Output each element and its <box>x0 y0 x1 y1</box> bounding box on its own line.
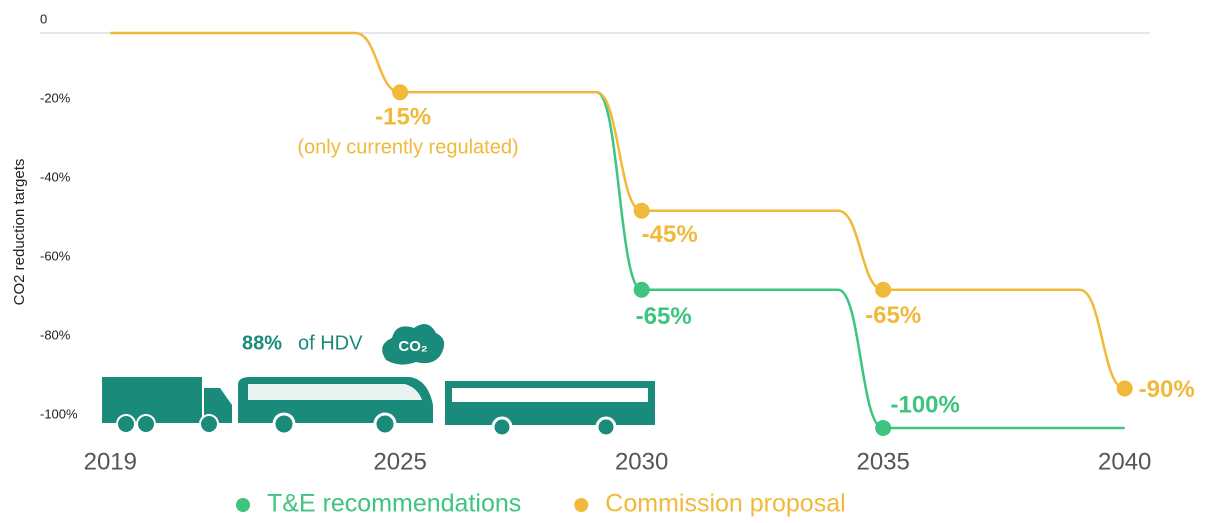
y-tick-label: -80% <box>40 327 71 342</box>
annotation: (only currently regulated) <box>297 136 518 158</box>
data-label: -100% <box>890 391 959 418</box>
cloud-label: CO₂ <box>398 338 427 355</box>
data-label: -65% <box>636 303 692 330</box>
wheel <box>373 412 397 436</box>
y-axis-label: CO2 reduction targets <box>11 159 28 306</box>
coach-window <box>248 384 422 400</box>
data-label: -90% <box>1139 376 1195 403</box>
y-tick-label: -20% <box>40 90 71 105</box>
truck-box <box>102 377 202 423</box>
annotation: of HDV <box>298 332 363 354</box>
point <box>633 202 650 219</box>
data-label: -45% <box>642 221 698 248</box>
legend-label: T&E recommendations <box>267 490 521 518</box>
x-tick-label: 2035 <box>856 448 909 475</box>
wheel <box>136 414 156 434</box>
wheel <box>272 412 296 436</box>
wheel <box>116 414 136 434</box>
wheel <box>199 414 219 434</box>
x-tick-label: 2030 <box>615 448 668 475</box>
x-tick-label: 2019 <box>84 448 137 475</box>
bus-window <box>452 388 648 402</box>
legend-swatch <box>574 498 589 512</box>
y-tick-label: -40% <box>40 169 71 184</box>
y-tick-label: 0 <box>40 11 47 26</box>
x-tick-label: 2040 <box>1098 448 1151 475</box>
annotation: 88% <box>242 332 282 354</box>
data-label: -15% <box>375 104 431 131</box>
y-tick-label: -60% <box>40 248 71 263</box>
vehicle-icons <box>102 324 655 438</box>
data-label: -65% <box>865 302 921 329</box>
cloud <box>382 324 445 365</box>
series-line <box>400 91 1125 430</box>
y-tick-label: -100% <box>40 406 78 421</box>
point <box>875 420 892 436</box>
bus <box>445 381 655 425</box>
wheel <box>595 416 617 438</box>
point <box>633 281 650 298</box>
wheel <box>491 416 513 438</box>
legend-label: Commission proposal <box>605 490 845 518</box>
legend-swatch <box>236 498 250 512</box>
x-tick-label: 2025 <box>373 448 426 475</box>
point <box>392 84 409 101</box>
point <box>875 281 892 298</box>
point <box>1116 380 1133 397</box>
